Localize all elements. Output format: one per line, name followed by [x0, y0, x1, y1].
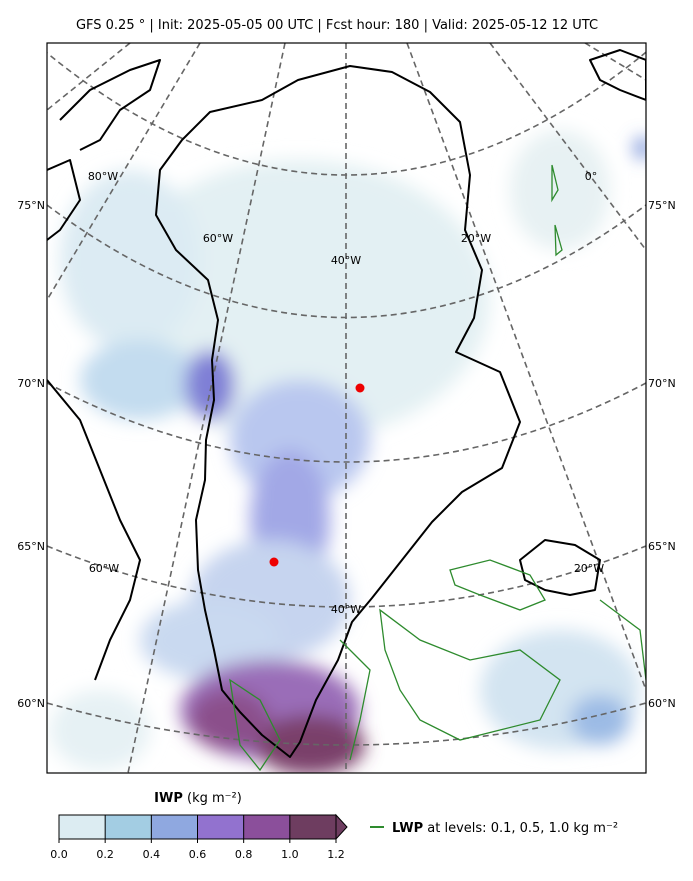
- legend-label: LWP at levels: 0.1, 0.5, 1.0 kg m⁻²: [392, 821, 618, 836]
- lon-label: 20°W: [574, 562, 604, 575]
- coastlines: [47, 49, 646, 758]
- iwp-shading: [50, 130, 646, 773]
- station-point: [355, 383, 365, 393]
- colorbar-extend: [335, 813, 348, 841]
- colorbar-tick-label: 1.2: [327, 848, 345, 861]
- map: [47, 43, 646, 773]
- title: GFS 0.25 ° | Init: 2025-05-05 00 UTC | F…: [76, 18, 598, 33]
- lat-label: 75°N: [17, 199, 45, 212]
- colorbar-tick-label: 1.0: [281, 848, 299, 861]
- colorbar-bin: [289, 815, 337, 839]
- lat-label: 75°N: [648, 199, 676, 212]
- legend-text: at levels: 0.1, 0.5, 1.0 kg m⁻²: [427, 821, 618, 836]
- lat-label: 65°N: [17, 540, 45, 553]
- colorbar-tick-label: 0.8: [235, 848, 253, 861]
- lon-label: 60°W: [203, 232, 233, 245]
- lat-label: 70°N: [17, 377, 45, 390]
- lon-label: 40°W: [331, 254, 361, 267]
- lon-label: 0°: [585, 170, 598, 183]
- colorbar-bin: [197, 815, 245, 839]
- lon-label: 60°W: [89, 562, 119, 575]
- map-frame: [46, 42, 647, 774]
- colorbar-tick-label: 0.4: [143, 848, 161, 861]
- lat-label: 60°N: [648, 697, 676, 710]
- lon-label: 40°W: [331, 603, 361, 616]
- colorbar-bin: [151, 815, 198, 839]
- lon-label: 80°W: [88, 170, 118, 183]
- lwp-contours: [229, 164, 646, 772]
- station-point: [269, 557, 279, 567]
- lat-label: 60°N: [17, 697, 45, 710]
- colorbar-name: IWP: [154, 791, 183, 806]
- colorbar-tick-label: 0.2: [96, 848, 114, 861]
- colorbar-bin: [243, 815, 291, 839]
- colorbar-bin: [105, 815, 152, 839]
- lat-label: 70°N: [648, 377, 676, 390]
- colorbar-tick-label: 0.0: [50, 848, 68, 861]
- lat-label: 65°N: [648, 540, 676, 553]
- lon-label: 20°W: [461, 232, 491, 245]
- colorbar-label: IWP (kg m⁻²): [154, 791, 242, 806]
- colorbar-units: (kg m⁻²): [187, 791, 242, 806]
- colorbar-bin: [59, 815, 106, 839]
- colorbar-tick-label: 0.6: [189, 848, 207, 861]
- legend-name: LWP: [392, 821, 423, 836]
- graticule: [47, 43, 646, 773]
